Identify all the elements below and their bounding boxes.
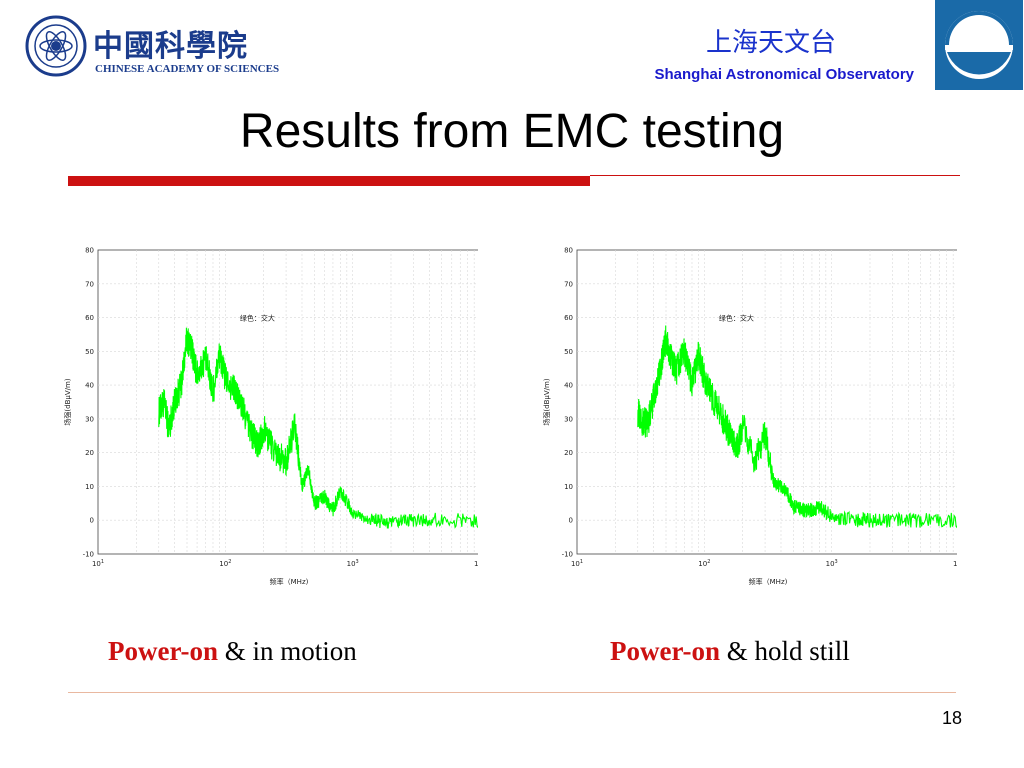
- y-tick-label: 10: [564, 483, 573, 491]
- y-tick-label: 0: [569, 517, 573, 525]
- cas-name-chinese: 中國科學院: [93, 29, 248, 64]
- y-tick-label: 10: [85, 483, 94, 491]
- y-tick-label: 30: [564, 415, 573, 423]
- caption-hold-still: Power-on & hold still: [610, 636, 850, 667]
- y-tick-label: 80: [564, 247, 573, 255]
- cas-seal-icon: [25, 15, 87, 77]
- y-tick-label: 0: [90, 517, 94, 525]
- x-tick-label: 104: [474, 559, 478, 568]
- x-tick-label: 102: [698, 559, 710, 568]
- plot-area: [97, 249, 478, 555]
- y-tick-label: 50: [85, 348, 94, 356]
- y-axis-label: 场强(dBμV/m): [63, 378, 72, 425]
- cas-logo: 中國科學院 CHINESE ACADEMY OF SCIENCES: [25, 15, 279, 79]
- x-tick-label: 101: [92, 559, 104, 568]
- x-tick-label: 103: [826, 559, 838, 568]
- sao-name-chinese: 上海天文台: [705, 28, 836, 58]
- y-tick-label: 70: [564, 280, 573, 288]
- footer-divider: [68, 692, 956, 693]
- cas-name-english: CHINESE ACADEMY OF SCIENCES: [95, 63, 280, 75]
- y-tick-label: 50: [564, 348, 573, 356]
- y-tick-label: 20: [85, 449, 94, 457]
- plot-area: [576, 249, 957, 555]
- y-tick-label: -10: [562, 551, 573, 559]
- caption-highlight: Power-on: [108, 636, 218, 666]
- caption-highlight: Power-on: [610, 636, 720, 666]
- caption-in-motion: Power-on & in motion: [108, 636, 357, 667]
- y-tick-label: 40: [564, 382, 573, 390]
- x-axis-label: 频率（MHz): [749, 577, 788, 586]
- slide-title: Results from EMC testing: [239, 105, 785, 158]
- y-axis-label: 场强(dBμV/m): [542, 378, 551, 425]
- y-tick-label: 20: [564, 449, 573, 457]
- x-tick-label: 102: [219, 559, 231, 568]
- series-line: [637, 325, 957, 529]
- y-tick-label: -10: [83, 551, 94, 559]
- x-tick-label: 101: [571, 559, 583, 568]
- y-tick-label: 80: [85, 247, 94, 255]
- y-tick-label: 70: [85, 280, 94, 288]
- title-underline-thin: [590, 175, 960, 176]
- y-tick-label: 40: [85, 382, 94, 390]
- chart-annotation: 绿色：交大: [719, 314, 754, 323]
- series-line: [158, 327, 478, 529]
- x-tick-label: 104: [953, 559, 957, 568]
- title-underline-thick: [68, 176, 590, 186]
- observatory-logo-icon: [935, 0, 1023, 90]
- y-tick-label: 30: [85, 415, 94, 423]
- x-tick-label: 103: [347, 559, 359, 568]
- y-tick-label: 60: [85, 314, 94, 322]
- y-tick-label: 60: [564, 314, 573, 322]
- x-axis-label: 频率（MHz): [270, 577, 309, 586]
- caption-rest: & in motion: [217, 636, 357, 666]
- sao-name-english: Shanghai Astronomical Observatory: [654, 66, 914, 83]
- caption-rest: & hold still: [719, 636, 850, 666]
- page-number: 18: [941, 708, 962, 728]
- chart-annotation: 绿色：交大: [240, 314, 275, 323]
